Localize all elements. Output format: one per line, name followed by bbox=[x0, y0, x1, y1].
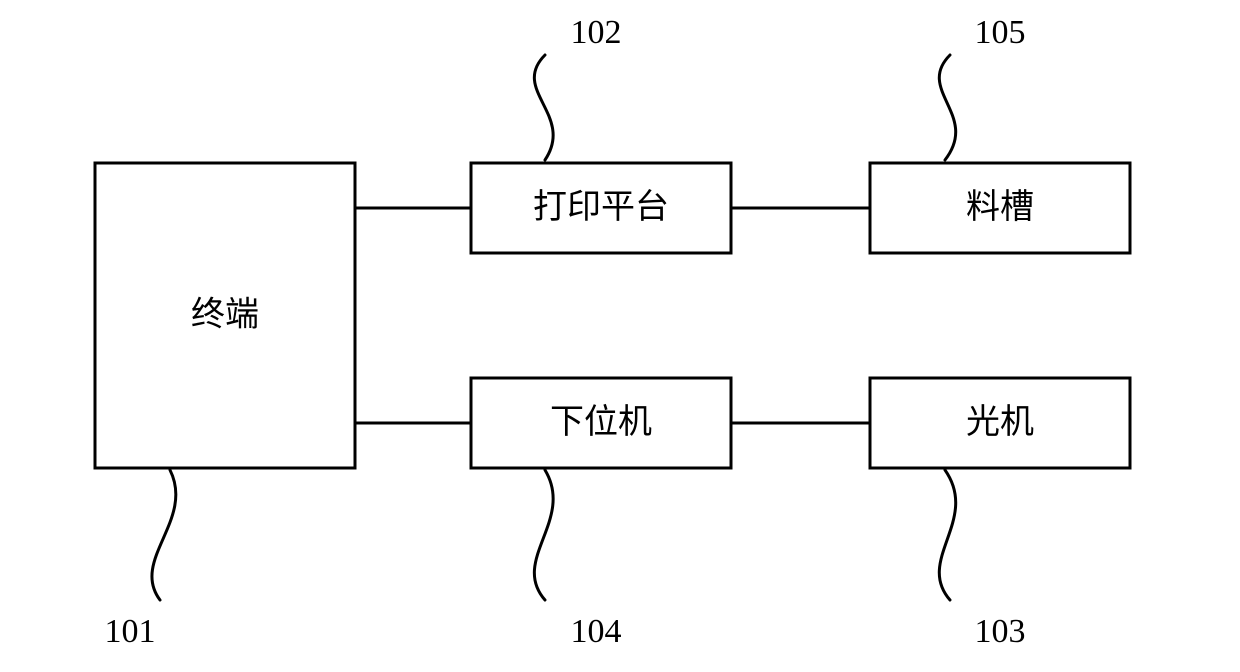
ref-terminal: 101 bbox=[105, 613, 156, 650]
ref-trough: 105 bbox=[975, 14, 1026, 51]
leader-light_engine bbox=[939, 470, 955, 600]
node-light_engine-label: 光机 bbox=[966, 403, 1034, 441]
leader-print_platform bbox=[534, 55, 553, 160]
ref-light_engine: 103 bbox=[975, 613, 1026, 650]
ref-lower_computer: 104 bbox=[571, 613, 622, 650]
node-print_platform-label: 打印平台 bbox=[533, 188, 669, 226]
node-lower_computer-label: 下位机 bbox=[550, 403, 652, 441]
leader-trough bbox=[939, 55, 955, 160]
leader-terminal bbox=[152, 470, 176, 600]
node-trough-label: 料槽 bbox=[966, 188, 1034, 226]
ref-print_platform: 102 bbox=[571, 14, 622, 51]
block-diagram: 终端 101 打印平台 102 下位机 104 料槽 105 光机 103 bbox=[0, 0, 1240, 672]
leader-lower_computer bbox=[534, 470, 553, 600]
node-terminal-label: 终端 bbox=[191, 295, 259, 333]
